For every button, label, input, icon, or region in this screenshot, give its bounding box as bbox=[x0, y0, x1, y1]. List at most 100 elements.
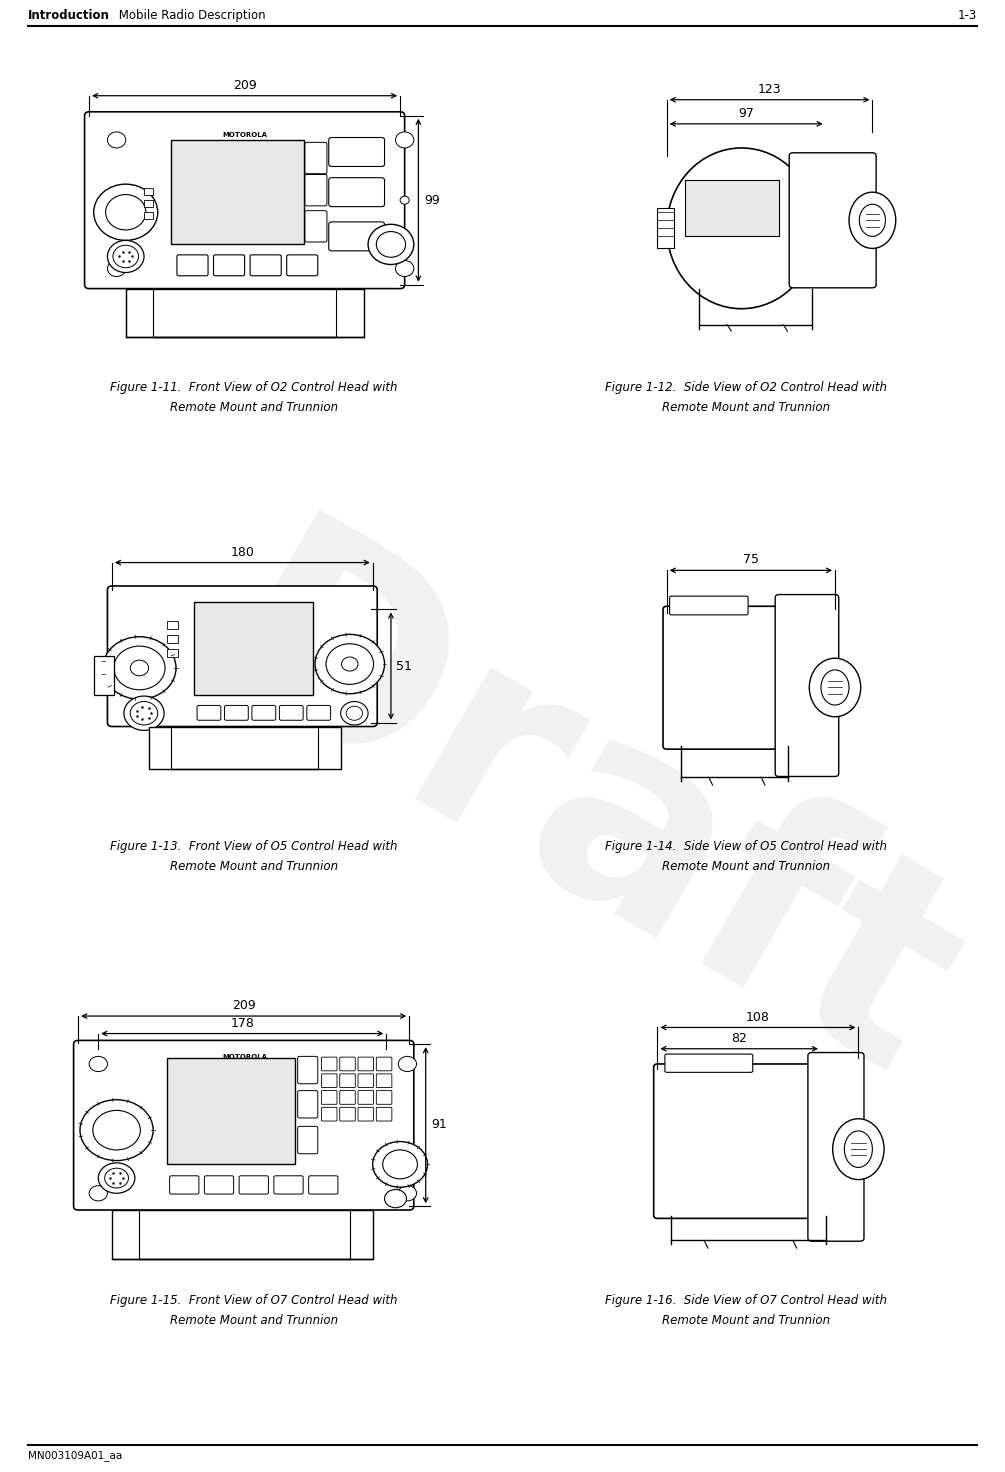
Circle shape bbox=[98, 1163, 135, 1194]
Text: Figure 1-14.  Side View of O5 Control Head with: Figure 1-14. Side View of O5 Control Hea… bbox=[605, 841, 887, 852]
FancyBboxPatch shape bbox=[358, 1091, 374, 1104]
Circle shape bbox=[398, 1185, 416, 1201]
FancyBboxPatch shape bbox=[84, 112, 405, 289]
Ellipse shape bbox=[666, 149, 816, 309]
Text: Figure 1-12.  Side View of O2 Control Head with: Figure 1-12. Side View of O2 Control Hea… bbox=[605, 381, 887, 394]
FancyBboxPatch shape bbox=[376, 1057, 392, 1070]
Bar bbox=[167, 621, 178, 629]
FancyBboxPatch shape bbox=[789, 153, 876, 289]
Text: Figure 1-13.  Front View of O5 Control Head with: Figure 1-13. Front View of O5 Control He… bbox=[110, 841, 398, 852]
Bar bbox=[657, 208, 674, 249]
Circle shape bbox=[396, 132, 414, 149]
Bar bbox=[144, 200, 153, 206]
FancyBboxPatch shape bbox=[305, 210, 327, 241]
FancyBboxPatch shape bbox=[322, 1075, 337, 1088]
Circle shape bbox=[124, 696, 164, 730]
Circle shape bbox=[108, 132, 126, 149]
Ellipse shape bbox=[859, 205, 885, 237]
Bar bbox=[149, 727, 341, 770]
Circle shape bbox=[398, 1057, 416, 1072]
Circle shape bbox=[80, 1100, 153, 1160]
FancyBboxPatch shape bbox=[322, 1091, 337, 1104]
Ellipse shape bbox=[849, 193, 895, 249]
Circle shape bbox=[341, 702, 368, 724]
Bar bbox=[172, 140, 305, 244]
Text: 108: 108 bbox=[746, 1011, 770, 1023]
Circle shape bbox=[108, 240, 144, 272]
Circle shape bbox=[373, 1142, 427, 1188]
Ellipse shape bbox=[833, 1119, 884, 1179]
Text: Remote Mount and Trunnion: Remote Mount and Trunnion bbox=[662, 400, 830, 414]
Circle shape bbox=[342, 657, 358, 671]
Text: MOTOROLA: MOTOROLA bbox=[222, 132, 267, 138]
FancyBboxPatch shape bbox=[329, 137, 385, 166]
Text: MN003109A01_aa: MN003109A01_aa bbox=[28, 1450, 123, 1460]
Text: 1-3: 1-3 bbox=[958, 9, 977, 22]
Text: 209: 209 bbox=[233, 78, 256, 91]
FancyBboxPatch shape bbox=[170, 1176, 199, 1194]
Text: 209: 209 bbox=[232, 999, 255, 1013]
FancyBboxPatch shape bbox=[376, 1075, 392, 1088]
FancyBboxPatch shape bbox=[376, 1107, 392, 1122]
Bar bbox=[167, 634, 178, 643]
Text: 123: 123 bbox=[758, 82, 782, 96]
Bar bbox=[126, 289, 364, 337]
Bar bbox=[93, 657, 114, 695]
FancyBboxPatch shape bbox=[322, 1057, 337, 1070]
Ellipse shape bbox=[821, 670, 849, 705]
FancyBboxPatch shape bbox=[279, 705, 304, 720]
Circle shape bbox=[92, 1110, 141, 1150]
Text: 91: 91 bbox=[431, 1119, 447, 1132]
FancyBboxPatch shape bbox=[358, 1107, 374, 1122]
Text: 75: 75 bbox=[743, 553, 759, 567]
Bar bbox=[144, 188, 153, 194]
FancyBboxPatch shape bbox=[239, 1176, 268, 1194]
Circle shape bbox=[89, 1185, 108, 1201]
Text: 180: 180 bbox=[231, 546, 254, 559]
FancyBboxPatch shape bbox=[197, 705, 221, 720]
Circle shape bbox=[131, 702, 158, 724]
Bar bbox=[167, 1058, 294, 1164]
FancyBboxPatch shape bbox=[309, 1176, 338, 1194]
FancyBboxPatch shape bbox=[297, 1057, 318, 1083]
Bar bbox=[167, 649, 178, 657]
Text: Remote Mount and Trunnion: Remote Mount and Trunnion bbox=[170, 860, 338, 873]
FancyBboxPatch shape bbox=[340, 1107, 356, 1122]
FancyBboxPatch shape bbox=[665, 1054, 753, 1072]
Text: 99: 99 bbox=[424, 194, 439, 206]
FancyBboxPatch shape bbox=[329, 178, 385, 206]
FancyBboxPatch shape bbox=[340, 1057, 356, 1070]
Circle shape bbox=[400, 196, 409, 205]
Circle shape bbox=[114, 646, 165, 690]
FancyBboxPatch shape bbox=[358, 1057, 374, 1070]
Text: Remote Mount and Trunnion: Remote Mount and Trunnion bbox=[170, 400, 338, 414]
Circle shape bbox=[315, 634, 385, 693]
FancyBboxPatch shape bbox=[108, 586, 377, 727]
Bar bbox=[144, 212, 153, 219]
FancyBboxPatch shape bbox=[224, 705, 248, 720]
Circle shape bbox=[326, 643, 374, 684]
Circle shape bbox=[346, 707, 363, 720]
FancyBboxPatch shape bbox=[305, 143, 327, 174]
Text: Mobile Radio Description: Mobile Radio Description bbox=[115, 9, 265, 22]
Text: 51: 51 bbox=[396, 659, 412, 673]
Circle shape bbox=[89, 1057, 108, 1072]
Circle shape bbox=[108, 261, 126, 277]
FancyBboxPatch shape bbox=[358, 1075, 374, 1088]
Text: Introduction: Introduction bbox=[28, 9, 110, 22]
Text: Remote Mount and Trunnion: Remote Mount and Trunnion bbox=[170, 1314, 338, 1328]
Ellipse shape bbox=[809, 658, 860, 717]
FancyBboxPatch shape bbox=[322, 1107, 337, 1122]
FancyBboxPatch shape bbox=[663, 606, 792, 749]
FancyBboxPatch shape bbox=[307, 705, 331, 720]
FancyBboxPatch shape bbox=[213, 255, 244, 275]
Text: 178: 178 bbox=[231, 1017, 254, 1030]
FancyBboxPatch shape bbox=[305, 175, 327, 206]
Ellipse shape bbox=[844, 1130, 872, 1167]
Circle shape bbox=[105, 1169, 129, 1188]
Circle shape bbox=[131, 659, 149, 676]
FancyBboxPatch shape bbox=[204, 1176, 233, 1194]
FancyBboxPatch shape bbox=[177, 255, 208, 275]
FancyBboxPatch shape bbox=[274, 1176, 304, 1194]
Circle shape bbox=[385, 1189, 406, 1207]
